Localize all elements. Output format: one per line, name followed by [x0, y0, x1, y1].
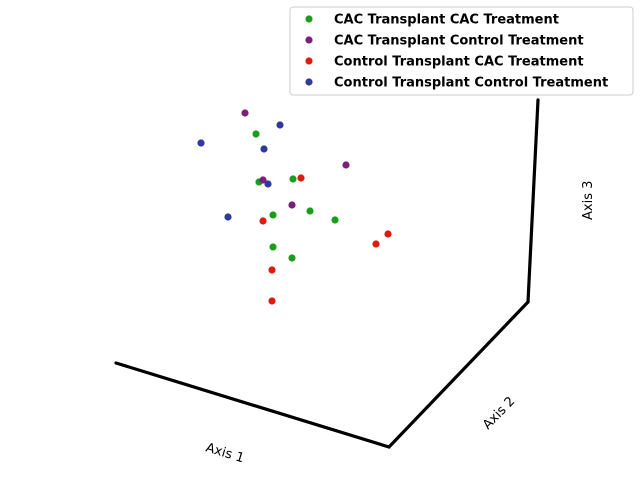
- data-point: [342, 161, 350, 169]
- data-point: [259, 217, 267, 225]
- legend-label: Control Transplant Control Treatment: [334, 76, 608, 91]
- legend-label: CAC Transplant Control Treatment: [334, 34, 584, 49]
- axis-2-label: Axis 2: [480, 394, 518, 433]
- data-point: [268, 266, 276, 274]
- legend-marker: [305, 15, 313, 23]
- axis-1-line: [114, 361, 391, 449]
- data-point: [384, 230, 392, 238]
- data-points: [197, 109, 392, 305]
- legend-marker: [305, 36, 313, 44]
- axes: Axis 1 Axis 2 Axis 3: [114, 98, 596, 466]
- data-point: [241, 109, 249, 117]
- legend-marker: [305, 78, 313, 86]
- legend: CAC Transplant CAC Treatment CAC Transpla…: [289, 6, 634, 96]
- data-point: [260, 145, 268, 153]
- legend-box: [289, 6, 634, 96]
- data-point: [269, 243, 277, 251]
- data-point: [306, 207, 314, 215]
- data-point: [288, 201, 296, 209]
- data-point: [289, 175, 297, 183]
- axis-2-line: [387, 300, 530, 449]
- legend-label: CAC Transplant CAC Treatment: [334, 13, 559, 28]
- legend-label: Control Transplant CAC Treatment: [334, 55, 584, 70]
- axis-3-label: Axis 3: [581, 181, 596, 220]
- data-point: [276, 121, 284, 129]
- data-point: [197, 139, 205, 147]
- data-point: [224, 213, 232, 221]
- legend-marker: [305, 57, 313, 65]
- axis-3-line: [526, 98, 540, 304]
- data-point: [288, 254, 296, 262]
- data-point: [264, 180, 272, 188]
- data-point: [331, 216, 339, 224]
- data-point: [268, 297, 276, 305]
- data-point: [372, 240, 380, 248]
- data-point: [259, 176, 267, 184]
- axis-1-label: Axis 1: [204, 440, 246, 466]
- data-point: [269, 211, 277, 219]
- data-point: [297, 174, 305, 182]
- data-point: [252, 130, 260, 138]
